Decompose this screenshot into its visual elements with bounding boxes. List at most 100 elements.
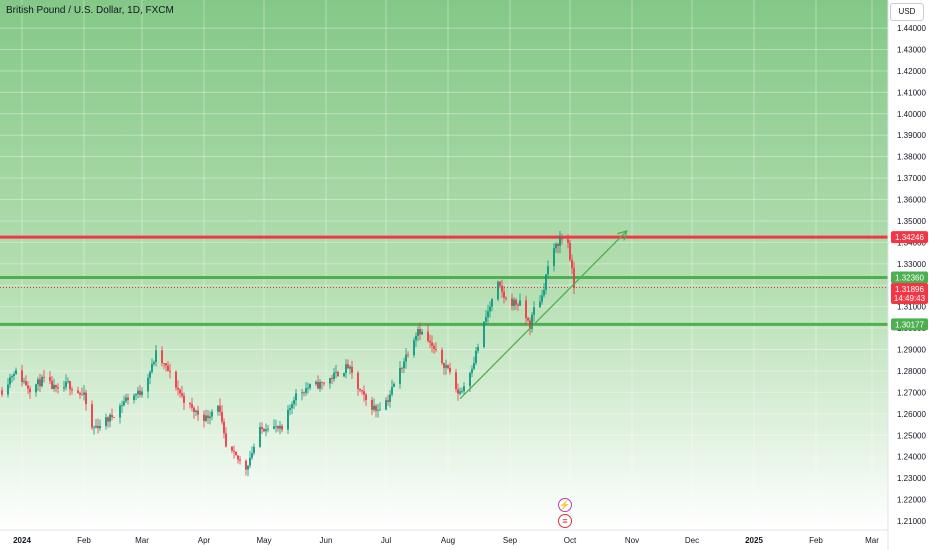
candle-body [177,387,179,390]
candle [71,386,73,395]
x-tick-label: Nov [625,536,639,545]
x-tick-label: Jul [381,536,391,545]
candle [387,394,389,406]
candle-body [317,381,319,389]
candle [519,293,521,306]
candle [225,427,227,448]
candle [351,360,353,379]
candle-body [435,348,437,350]
time-axis[interactable] [0,530,888,550]
x-tick-label: Feb [809,536,823,545]
candle-body [55,384,57,388]
candle [223,418,225,439]
candle-body [37,379,39,385]
candle [517,302,519,311]
candle [289,404,291,416]
candle-body [373,405,375,410]
candle-body [505,297,507,299]
candle [309,383,311,391]
candle-body [65,381,67,388]
candle [461,387,463,394]
candle [307,382,309,394]
candle [219,398,221,416]
candle-body [7,384,9,395]
candle [167,361,169,372]
candle [365,392,367,407]
candle-body [569,242,571,260]
candle-body [419,329,421,335]
currency-button[interactable]: USD [890,3,924,21]
candle [125,393,127,404]
candle [15,367,17,375]
y-ticks: 1.21000 1.22000 1.23000 1.24000 1.25000 1.260… [897,24,926,526]
candle-body [393,383,395,387]
candle-body [29,388,31,393]
candle-body [567,239,569,243]
candle-body [155,350,157,363]
candle-body [137,390,139,395]
candle [165,363,167,372]
candle [301,388,303,401]
bolt-icon[interactable]: ⚡ [558,498,572,512]
candle [349,364,351,375]
candle-body [545,274,547,290]
candle-body [319,381,321,389]
x-tick-label: Oct [564,536,577,545]
candle [553,243,555,272]
candle-body [487,311,489,318]
candle [427,324,429,343]
candle [67,377,69,384]
candle [149,370,151,385]
candle-body [289,408,291,410]
support-1-price-tag-text: 1.32360 [895,274,924,283]
candle [127,393,129,405]
candle [435,342,437,353]
us-flag-icon[interactable]: ≡ [558,514,572,528]
candle-body [365,394,367,401]
candle-body [449,368,451,373]
candle-body [221,411,223,422]
support-2-price-tag: 1.30177 [891,318,928,331]
y-tick-label: 1.31000 [897,303,926,312]
y-tick-label: 1.26000 [897,410,926,419]
candle-body [385,400,387,410]
candle-body [559,237,561,246]
y-tick-label: 1.27000 [897,388,926,397]
y-tick-label: 1.41000 [897,88,926,97]
candle [455,368,457,393]
candle-body [359,388,361,391]
candle [253,443,255,456]
candle [569,239,571,262]
trend-arrow[interactable] [459,232,626,400]
candle-body [253,446,255,454]
candle [375,403,377,418]
y-tick-label: 1.21000 [897,517,926,526]
candle-body [541,295,543,302]
candle [385,397,387,411]
candle-body [109,414,111,422]
candle [483,321,485,349]
candle-body [11,376,13,378]
candle [489,301,491,318]
candle [275,419,277,433]
resistance-price-tag-bg [891,231,928,244]
candle-body [491,299,493,307]
candle [105,413,107,430]
candle-body [135,394,137,396]
candle-body [267,428,269,430]
candle [221,405,223,425]
candle [279,421,281,435]
candle-body [401,368,403,369]
candle [109,412,111,428]
candle-body [277,426,279,429]
candle-body [127,397,129,400]
candle-body [67,381,69,382]
candle-body [309,384,311,388]
candle [69,380,71,396]
candle [235,451,237,456]
candle-body [459,391,461,394]
candle [487,304,489,323]
